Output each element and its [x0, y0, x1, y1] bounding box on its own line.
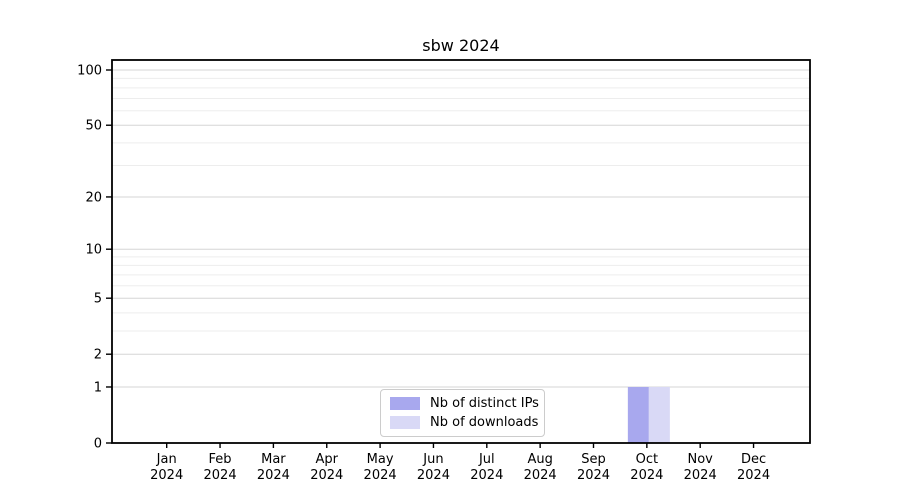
x-tick-label-year: 2024	[257, 468, 290, 483]
x-tick-label-month: Apr	[316, 452, 339, 467]
x-tick-label-month: Jul	[478, 452, 495, 467]
x-tick-label-month: Jun	[422, 452, 443, 467]
legend-label-downloads: Nb of downloads	[430, 415, 539, 430]
x-tick-label-month: Dec	[741, 452, 766, 467]
x-tick-label-year: 2024	[364, 468, 397, 483]
y-tick-label: 0	[94, 437, 102, 452]
x-tick-label-year: 2024	[737, 468, 770, 483]
x-tick-label-year: 2024	[470, 468, 503, 483]
y-tick-label: 100	[77, 64, 102, 79]
x-tick-label-year: 2024	[577, 468, 610, 483]
plot-border	[111, 59, 811, 444]
x-tick-label-year: 2024	[204, 468, 237, 483]
x-tick-label-month: Sep	[581, 452, 606, 467]
bar-oct-downloads	[648, 386, 670, 443]
x-tick-label-month: Nov	[688, 452, 714, 467]
x-tick-label-month: Oct	[636, 452, 658, 467]
legend-item-distinct-ips: Nb of distinct IPs	[390, 396, 539, 411]
y-tick-label: 50	[85, 119, 102, 134]
legend-swatch-distinct-ips	[390, 397, 420, 410]
x-tick-label-year: 2024	[630, 468, 663, 483]
x-tick-label-month: May	[367, 452, 394, 467]
x-tick-label-year: 2024	[684, 468, 717, 483]
x-tick-label-year: 2024	[310, 468, 343, 483]
x-tick-label-month: Aug	[527, 452, 552, 467]
legend-label-distinct-ips: Nb of distinct IPs	[430, 396, 539, 411]
y-tick-label: 2	[94, 348, 102, 363]
y-tick-label: 20	[85, 190, 102, 205]
y-tick-label: 1	[94, 380, 102, 395]
x-tick-label-month: Jan	[156, 452, 177, 467]
y-tick-label: 10	[85, 243, 102, 258]
legend-swatch-downloads	[390, 416, 420, 429]
chart-title: sbw 2024	[422, 36, 500, 55]
x-tick-label-year: 2024	[150, 468, 183, 483]
bar-oct-distinct-ips	[627, 386, 649, 443]
x-tick-label-month: Feb	[209, 452, 232, 467]
x-tick-label-year: 2024	[524, 468, 557, 483]
legend-item-downloads: Nb of downloads	[390, 415, 539, 430]
x-tick-label-year: 2024	[417, 468, 450, 483]
y-tick-label: 5	[94, 292, 102, 307]
x-tick-label-month: Mar	[261, 452, 286, 467]
legend: Nb of distinct IPs Nb of downloads	[380, 389, 545, 437]
